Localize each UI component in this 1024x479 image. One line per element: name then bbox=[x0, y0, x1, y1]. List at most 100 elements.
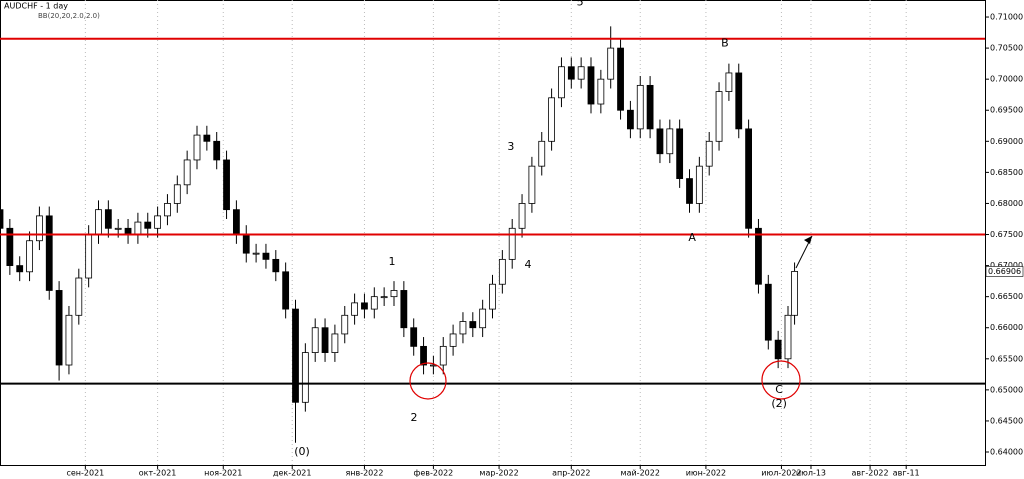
candle-body bbox=[193, 134, 201, 161]
candle-body bbox=[213, 140, 221, 161]
y-tick-label: 0.68000 bbox=[990, 199, 1023, 208]
x-tick-label: фев-2022 bbox=[414, 469, 454, 478]
wave-label: 3 bbox=[507, 140, 514, 153]
candle-body bbox=[498, 258, 506, 285]
candle-body bbox=[134, 221, 142, 235]
candle-body bbox=[410, 327, 418, 347]
wave-label: 1 bbox=[389, 255, 396, 268]
candle-body bbox=[577, 66, 585, 80]
wave-label: (0) bbox=[294, 445, 310, 458]
candle-body bbox=[636, 84, 644, 130]
wave-label: 5 bbox=[577, 0, 584, 9]
candle-body bbox=[361, 302, 368, 310]
wave-label: (2) bbox=[771, 397, 787, 410]
candle-body bbox=[508, 227, 516, 260]
candle-body bbox=[370, 296, 378, 310]
x-tick-label: дек-2021 bbox=[273, 469, 312, 478]
candle-body bbox=[558, 66, 565, 99]
indicator-label: BB(20,20,2.0,2.0) bbox=[38, 12, 100, 20]
candle-body bbox=[85, 234, 93, 279]
candle-body bbox=[567, 66, 575, 80]
candle-body bbox=[301, 352, 309, 403]
y-tick-label: 0.67500 bbox=[990, 230, 1023, 239]
x-tick-label: сен-2021 bbox=[66, 469, 104, 478]
x-tick-label: авг-2022 bbox=[852, 469, 889, 478]
candle-body bbox=[292, 308, 299, 403]
candle-body bbox=[36, 215, 43, 242]
candle-body bbox=[646, 84, 654, 130]
highlight-circle bbox=[409, 362, 447, 400]
y-tick-label: 0.64000 bbox=[990, 448, 1023, 457]
candle-body bbox=[173, 184, 181, 204]
wave-label: A bbox=[688, 231, 696, 244]
x-tick-label: окт-2021 bbox=[139, 469, 177, 478]
y-tick-label: 0.70000 bbox=[990, 75, 1023, 84]
candle-body bbox=[617, 47, 624, 111]
candle-body bbox=[390, 290, 398, 298]
candle-body bbox=[538, 140, 546, 167]
candle-body bbox=[75, 277, 83, 316]
candle-body bbox=[735, 72, 743, 130]
candle-body bbox=[104, 209, 112, 229]
candle-body bbox=[656, 128, 664, 155]
candle-body bbox=[321, 327, 329, 353]
x-tick-label: ноя-2021 bbox=[204, 469, 242, 478]
arrow-head bbox=[804, 236, 812, 244]
y-tick-label: 0.71000 bbox=[990, 13, 1023, 22]
y-tick-label: 0.65000 bbox=[990, 385, 1023, 394]
highlight-circle bbox=[761, 360, 801, 400]
candle-body bbox=[725, 72, 733, 92]
x-tick-label: авг-11 bbox=[893, 469, 920, 478]
candle-body bbox=[6, 227, 14, 266]
x-tick-label: апр-2022 bbox=[552, 469, 590, 478]
candle-body bbox=[282, 271, 290, 310]
candle-body bbox=[311, 327, 319, 353]
candle-body bbox=[587, 66, 595, 105]
wave-label: 4 bbox=[524, 258, 531, 271]
price-label: 0.66906 bbox=[988, 267, 1021, 276]
candle-body bbox=[144, 221, 152, 229]
candle-body bbox=[65, 314, 73, 366]
candle-body bbox=[55, 290, 63, 366]
candle-body bbox=[666, 128, 674, 155]
x-tick-label: май-2022 bbox=[621, 469, 660, 478]
candle-body bbox=[489, 283, 496, 310]
candle-body bbox=[154, 215, 162, 229]
x-tick-label: июн-2022 bbox=[686, 469, 726, 478]
chart-title: AUDCHF - 1 day bbox=[4, 2, 68, 11]
candle-body bbox=[26, 240, 33, 273]
candle-body bbox=[262, 252, 270, 260]
candle-body bbox=[791, 271, 798, 316]
candle-body bbox=[16, 265, 24, 273]
candle-body bbox=[518, 203, 526, 229]
candle-body bbox=[420, 345, 427, 366]
y-tick-label: 0.66500 bbox=[990, 292, 1023, 301]
candle-body bbox=[479, 308, 487, 329]
x-tick-label: янв-2022 bbox=[345, 469, 383, 478]
candle-body bbox=[203, 134, 211, 142]
y-tick-label: 0.68500 bbox=[990, 168, 1023, 177]
candle-body bbox=[627, 109, 634, 130]
candle-body bbox=[439, 345, 447, 366]
candle-body bbox=[183, 159, 191, 186]
candle-body bbox=[676, 128, 684, 179]
candle-body bbox=[341, 314, 349, 335]
candle-body bbox=[755, 227, 762, 285]
candle-body bbox=[528, 165, 536, 204]
y-tick-label: 0.65500 bbox=[990, 354, 1023, 363]
candle-body bbox=[548, 97, 555, 142]
candle-body bbox=[232, 209, 240, 235]
candle-body bbox=[715, 91, 723, 142]
candle-body bbox=[272, 258, 280, 273]
candle-body bbox=[745, 128, 752, 229]
y-tick-label: 0.69500 bbox=[990, 106, 1023, 115]
x-tick-label: мар-2022 bbox=[479, 469, 518, 478]
candle-body bbox=[686, 178, 693, 204]
candle-body bbox=[331, 333, 339, 353]
candle-body bbox=[252, 252, 260, 255]
y-tick-label: 0.70500 bbox=[990, 44, 1023, 53]
candle-body bbox=[0, 209, 4, 229]
x-tick-label: июл-2022 bbox=[761, 469, 801, 478]
candle-body bbox=[164, 203, 171, 217]
